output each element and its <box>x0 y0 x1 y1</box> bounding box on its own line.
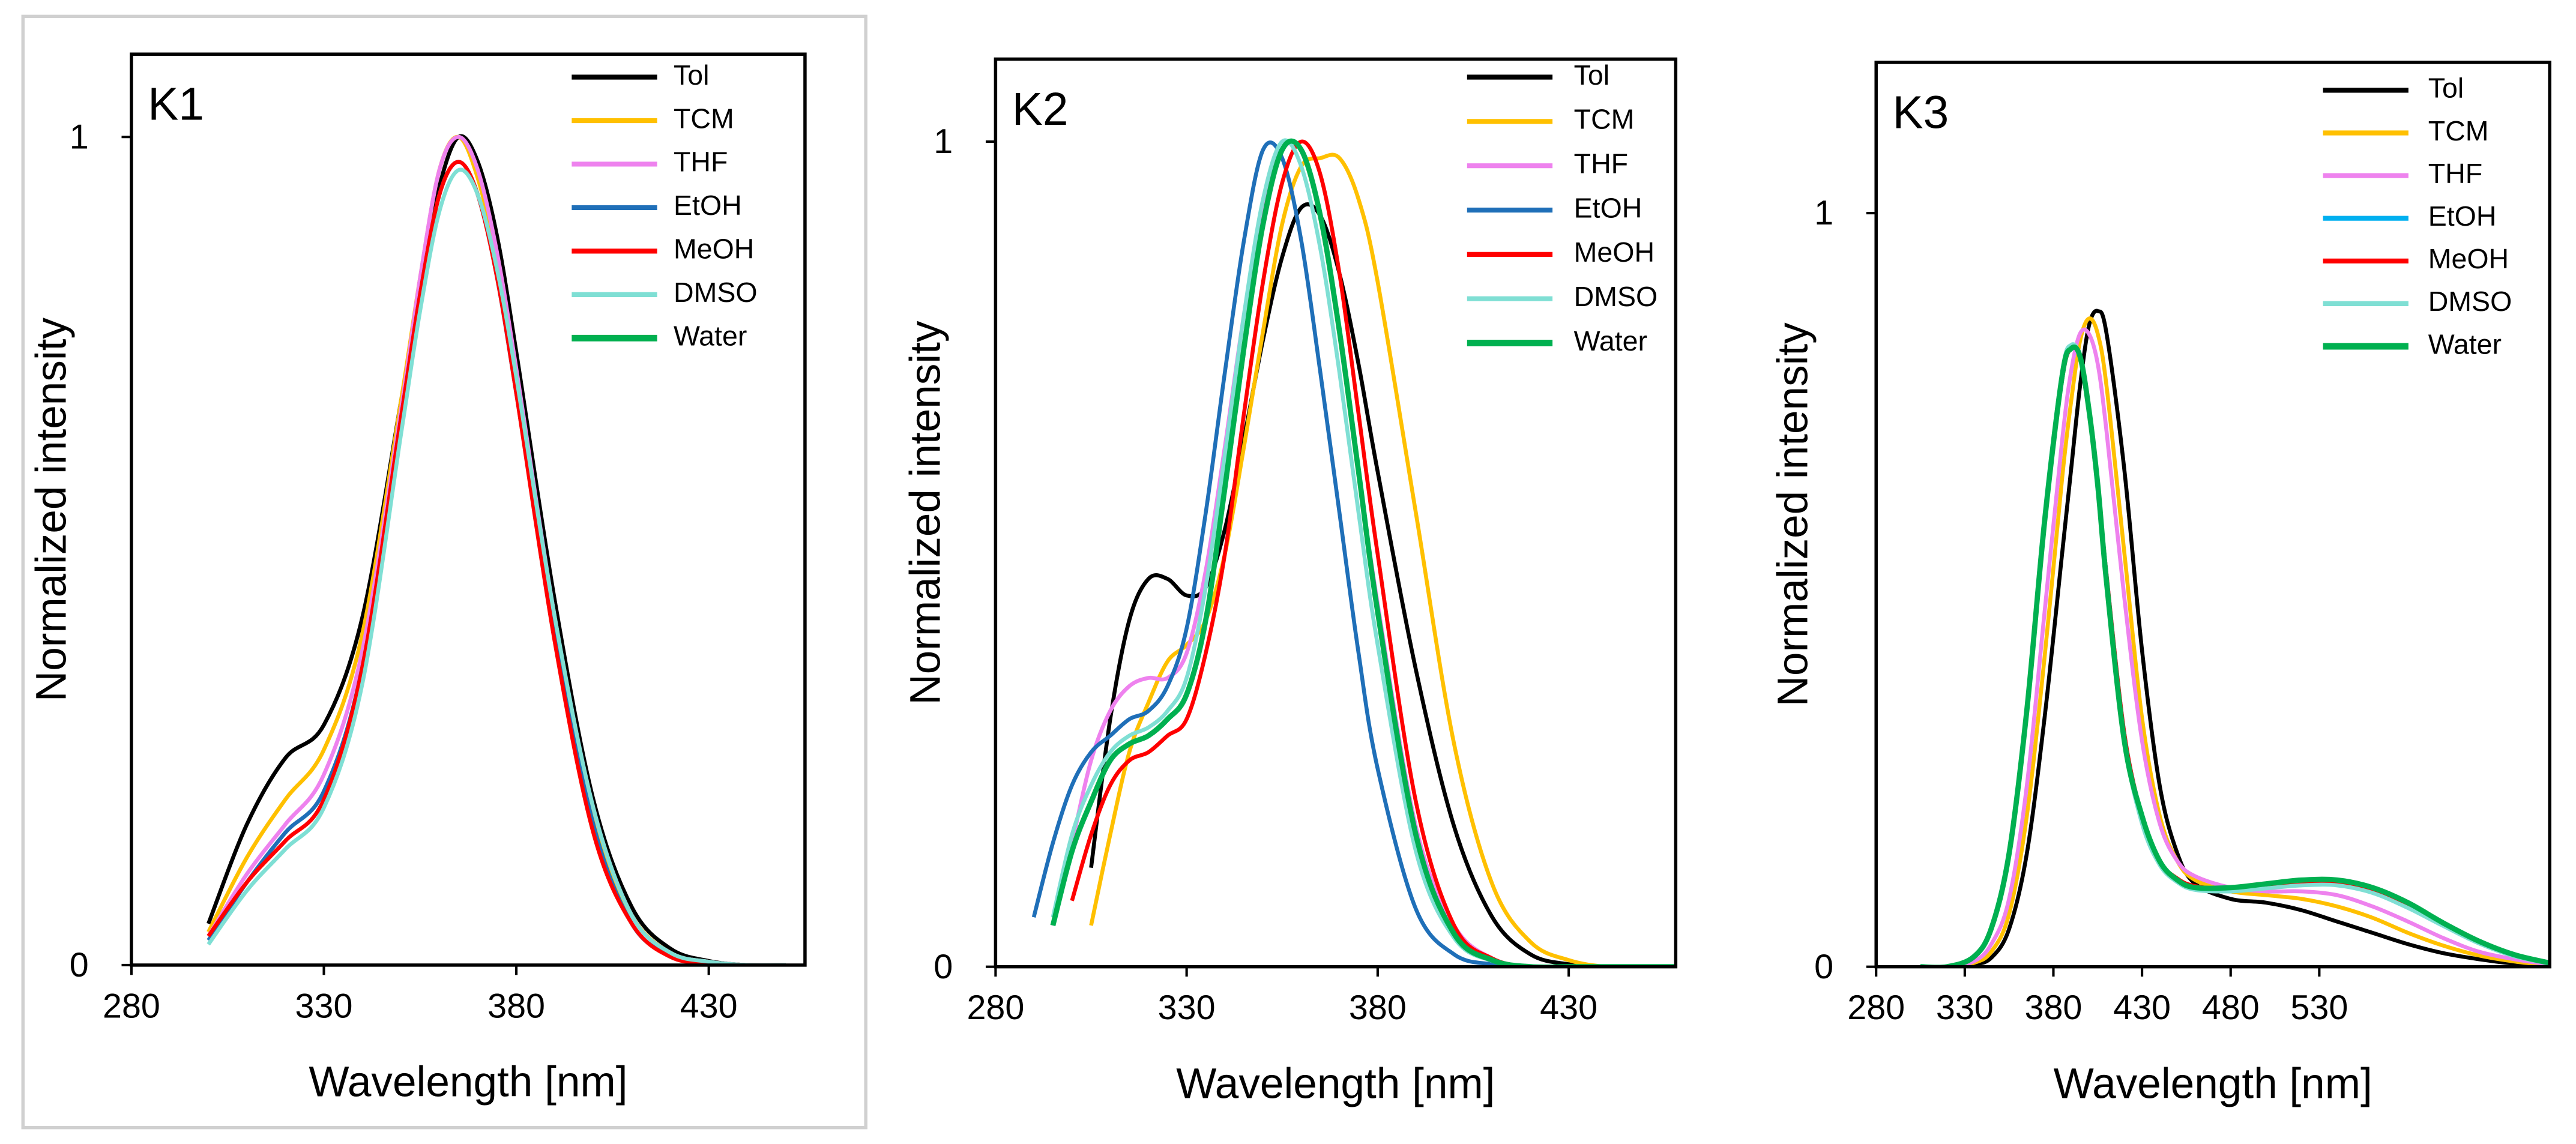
lines <box>1920 309 2550 967</box>
legend-label: Water <box>1574 325 1647 357</box>
x-tick-label: 430 <box>680 987 738 1025</box>
y-axis-label: Normalized intensity <box>28 318 75 702</box>
x-tick-label: 280 <box>967 989 1024 1027</box>
x-tick-label: 330 <box>295 987 353 1025</box>
legend-label: Tol <box>2428 73 2464 104</box>
legend-label: TCM <box>2428 115 2489 146</box>
x-tick-label: 380 <box>487 987 545 1025</box>
x-tick-label: 380 <box>2025 989 2083 1027</box>
y-tick-label: 0 <box>934 948 953 986</box>
plot-area <box>995 59 1676 967</box>
legend-label: Water <box>674 321 747 352</box>
x-tick-label: 480 <box>2202 989 2260 1027</box>
x-axis-label: Wavelength [nm] <box>309 1059 627 1106</box>
lines <box>207 134 786 965</box>
x-axis-label: Wavelength [nm] <box>1176 1060 1495 1107</box>
x-tick-label: 330 <box>1158 989 1216 1027</box>
legend-label: THF <box>2428 158 2482 189</box>
y-tick-label: 1 <box>70 118 89 156</box>
x-tick-label: 280 <box>1847 989 1905 1027</box>
series-line <box>207 167 786 965</box>
series-line <box>1920 327 2550 967</box>
plot-area <box>131 54 805 965</box>
x-tick-label: 530 <box>2290 989 2348 1027</box>
plot-frame <box>130 52 807 967</box>
series-line <box>1920 344 2550 967</box>
lines <box>1031 138 1676 967</box>
x-tick-label: 280 <box>103 987 160 1025</box>
chart-title: K1 <box>148 79 204 130</box>
legend-label: DMSO <box>2428 286 2512 317</box>
legend-label: THF <box>674 146 728 178</box>
legend-label: TCM <box>674 103 734 134</box>
legend-label: EtOH <box>1574 192 1642 223</box>
legend-label: MeOH <box>2428 243 2509 274</box>
legend-label: EtOH <box>674 190 742 221</box>
series-line <box>1089 152 1676 967</box>
plot-frame <box>994 57 1678 969</box>
chart-title: K2 <box>1012 84 1069 135</box>
legend-label: Tol <box>674 59 709 91</box>
y-tick-label: 0 <box>70 946 89 984</box>
legend-label: EtOH <box>2428 200 2497 232</box>
x-axis-label: Wavelength [nm] <box>2054 1060 2372 1107</box>
y-tick-label: 0 <box>1814 948 1833 986</box>
chart-title: K3 <box>1893 87 1949 138</box>
x-tick-label: 380 <box>1349 989 1407 1027</box>
legend-label: Water <box>2428 328 2502 360</box>
y-tick-label: 1 <box>934 122 953 161</box>
x-tick-label: 430 <box>1540 989 1597 1027</box>
y-axis-label: Normalized intensity <box>1769 322 1817 706</box>
y-axis-label: Normalized intensity <box>902 321 949 705</box>
plot-frame <box>1874 61 2551 969</box>
series-line <box>1920 316 2550 967</box>
legend-label: DMSO <box>1574 281 1658 312</box>
legend-label: DMSO <box>674 277 758 308</box>
legend-label: THF <box>1574 148 1628 179</box>
legend-label: Tol <box>1574 59 1609 91</box>
plot-area <box>1876 62 2550 967</box>
y-tick-label: 1 <box>1814 194 1833 232</box>
legend-label: TCM <box>1574 104 1635 135</box>
series-line <box>1920 309 2550 967</box>
series-line <box>1050 138 1676 967</box>
panel-border <box>21 14 867 1130</box>
legend-label: MeOH <box>674 233 754 265</box>
legend-label: MeOH <box>1574 236 1654 268</box>
x-tick-label: 330 <box>1936 989 1994 1027</box>
series-line <box>207 134 786 965</box>
x-tick-label: 430 <box>2113 989 2171 1027</box>
